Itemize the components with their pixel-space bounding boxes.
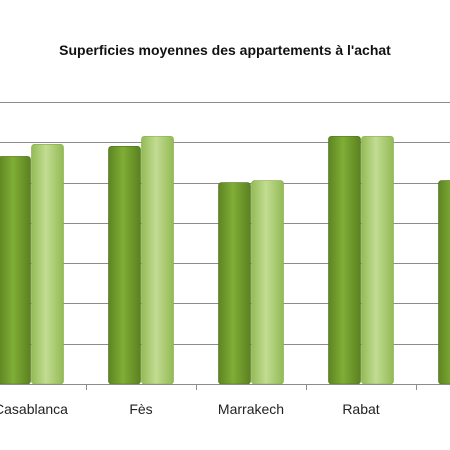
bar: [251, 180, 284, 385]
category-label: Fès: [129, 401, 152, 417]
bar: [361, 135, 394, 385]
bar: [328, 135, 361, 385]
bar: [141, 135, 174, 385]
category-label: Rabat: [342, 401, 379, 417]
bar: [31, 144, 64, 385]
bar: [108, 146, 141, 385]
chart-title: Superficies moyennes des appartements à …: [59, 42, 391, 58]
bar: [0, 156, 31, 385]
category-label: Casablanca: [0, 401, 68, 417]
bar: [438, 180, 450, 385]
category-label: Marrakech: [218, 401, 284, 417]
bar: [218, 182, 251, 385]
